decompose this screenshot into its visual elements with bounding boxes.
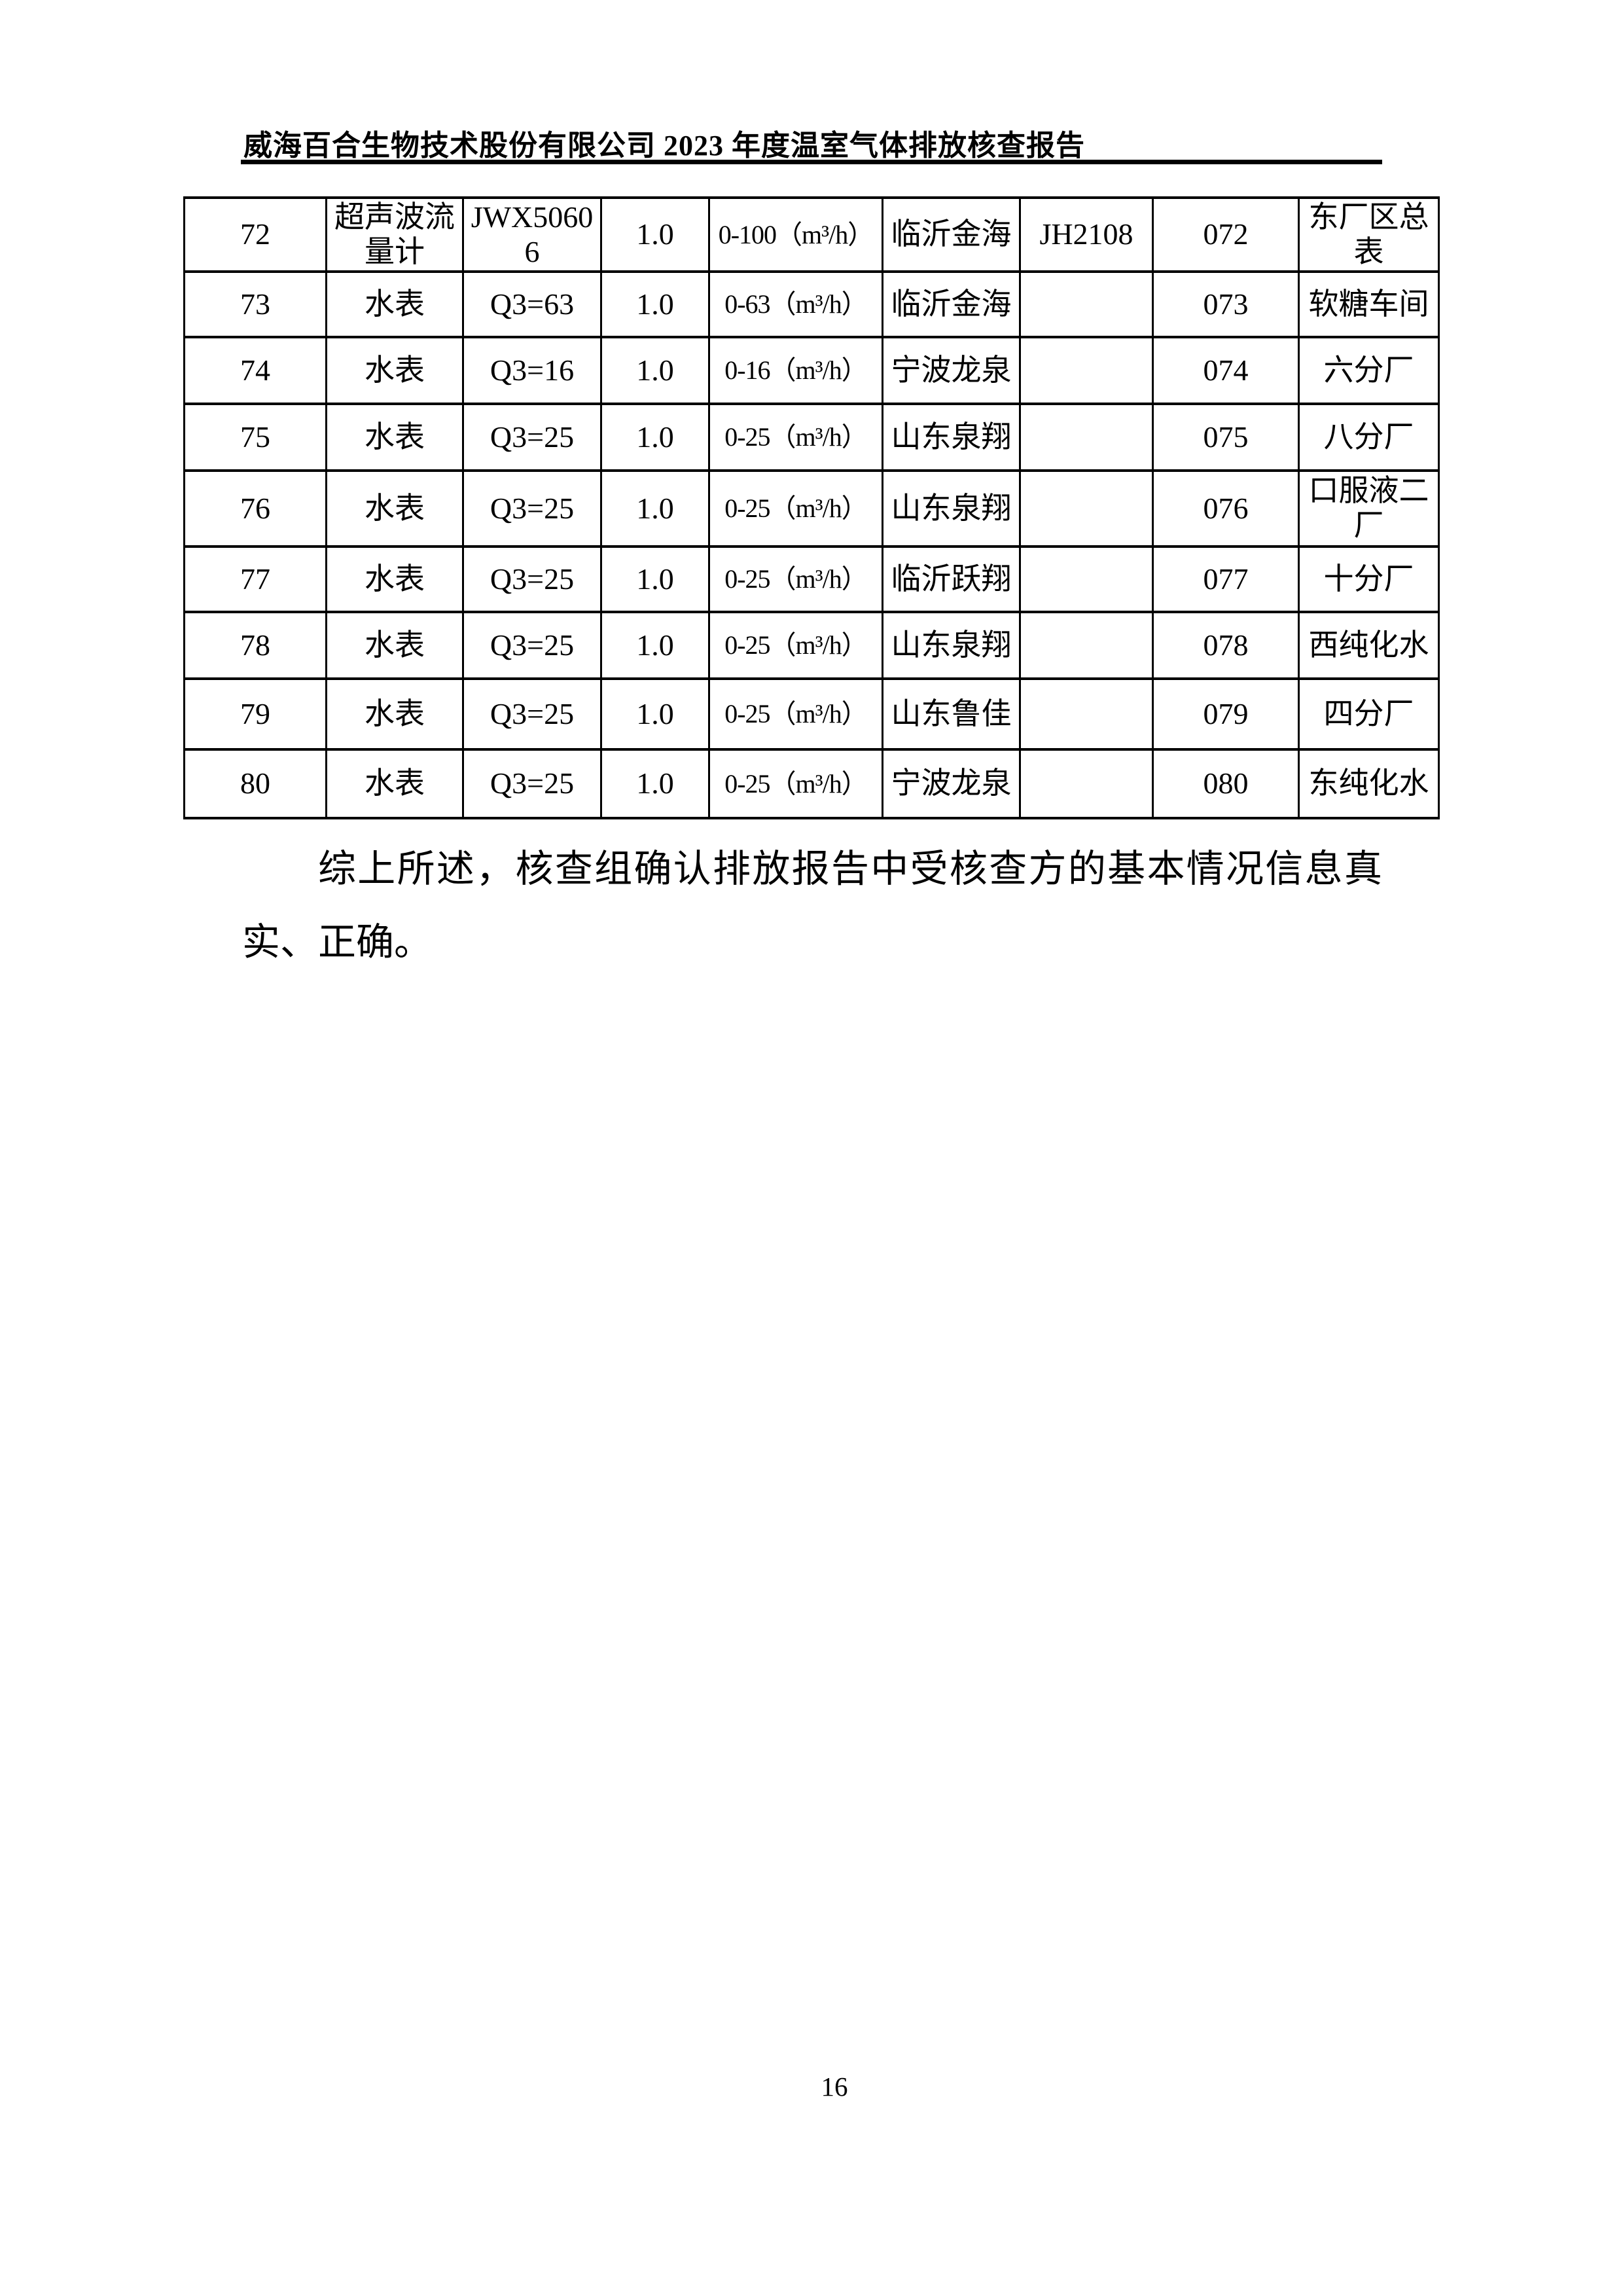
- cell-location: 六分厂: [1298, 336, 1440, 405]
- cell-manufacturer: 临沂金海: [882, 270, 1021, 338]
- cell-no: 80: [183, 748, 327, 819]
- cell-type: 水表: [325, 403, 464, 472]
- table-row: 76 水表 Q3=25 1.0 0-25（m³/h） 山东泉翔 076 口服液二…: [183, 469, 1440, 548]
- cell-accuracy: 1.0: [600, 748, 710, 819]
- cell-manufacturer: 宁波龙泉: [882, 748, 1021, 819]
- cell-model: JWX50606: [462, 196, 602, 273]
- cell-number: 078: [1152, 611, 1300, 680]
- cell-serial: [1019, 748, 1154, 819]
- table-row: 79 水表 Q3=25 1.0 0-25（m³/h） 山东鲁佳 079 四分厂: [183, 677, 1440, 751]
- cell-location: 东厂区总表: [1298, 196, 1440, 273]
- cell-serial: [1019, 677, 1154, 751]
- page-number: 16: [821, 2072, 848, 2102]
- cell-number: 074: [1152, 336, 1300, 405]
- cell-model: Q3=25: [462, 403, 602, 472]
- cell-accuracy: 1.0: [600, 196, 710, 273]
- cell-number: 079: [1152, 677, 1300, 751]
- cell-number: 073: [1152, 270, 1300, 338]
- cell-no: 74: [183, 336, 327, 405]
- cell-number: 075: [1152, 403, 1300, 472]
- cell-no: 79: [183, 677, 327, 751]
- cell-manufacturer: 山东泉翔: [882, 611, 1021, 680]
- cell-manufacturer: 山东泉翔: [882, 469, 1021, 548]
- cell-model: Q3=25: [462, 677, 602, 751]
- cell-accuracy: 1.0: [600, 545, 710, 613]
- cell-no: 77: [183, 545, 327, 613]
- cell-serial: [1019, 611, 1154, 680]
- cell-number: 072: [1152, 196, 1300, 273]
- cell-location: 四分厂: [1298, 677, 1440, 751]
- cell-model: Q3=25: [462, 545, 602, 613]
- cell-type: 水表: [325, 748, 464, 819]
- cell-number: 080: [1152, 748, 1300, 819]
- cell-serial: [1019, 270, 1154, 338]
- table-row: 75 水表 Q3=25 1.0 0-25（m³/h） 山东泉翔 075 八分厂: [183, 403, 1440, 472]
- cell-model: Q3=25: [462, 748, 602, 819]
- cell-model: Q3=63: [462, 270, 602, 338]
- paragraph-line-1: 综上所述，核查组确认排放报告中受核查方的基本情况信息真: [318, 848, 1382, 890]
- cell-location: 软糖车间: [1298, 270, 1440, 338]
- conclusion-paragraph: 综上所述，核查组确认排放报告中受核查方的基本情况信息真 实、正确。: [242, 833, 1382, 979]
- cell-type: 水表: [325, 469, 464, 548]
- table-row: 73 水表 Q3=63 1.0 0-63（m³/h） 临沂金海 073 软糖车间: [183, 270, 1440, 338]
- cell-serial: [1019, 403, 1154, 472]
- cell-model: Q3=25: [462, 469, 602, 548]
- cell-manufacturer: 宁波龙泉: [882, 336, 1021, 405]
- cell-type: 水表: [325, 270, 464, 338]
- cell-type: 超声波流量计: [325, 196, 464, 273]
- cell-location: 八分厂: [1298, 403, 1440, 472]
- cell-model: Q3=16: [462, 336, 602, 405]
- cell-serial: [1019, 545, 1154, 613]
- cell-range: 0-25（m³/h）: [708, 748, 883, 819]
- cell-accuracy: 1.0: [600, 611, 710, 680]
- cell-serial: [1019, 336, 1154, 405]
- cell-serial: JH2108: [1019, 196, 1154, 273]
- cell-accuracy: 1.0: [600, 677, 710, 751]
- cell-no: 75: [183, 403, 327, 472]
- cell-number: 076: [1152, 469, 1300, 548]
- cell-location: 西纯化水: [1298, 611, 1440, 680]
- cell-type: 水表: [325, 336, 464, 405]
- cell-range: 0-25（m³/h）: [708, 677, 883, 751]
- cell-type: 水表: [325, 677, 464, 751]
- cell-manufacturer: 临沂跃翔: [882, 545, 1021, 613]
- cell-no: 73: [183, 270, 327, 338]
- cell-range: 0-63（m³/h）: [708, 270, 883, 338]
- table-row: 78 水表 Q3=25 1.0 0-25（m³/h） 山东泉翔 078 西纯化水: [183, 611, 1440, 680]
- cell-location: 十分厂: [1298, 545, 1440, 613]
- table-row: 80 水表 Q3=25 1.0 0-25（m³/h） 宁波龙泉 080 东纯化水: [183, 748, 1440, 819]
- cell-manufacturer: 山东泉翔: [882, 403, 1021, 472]
- table-row: 72 超声波流量计 JWX50606 1.0 0-100（m³/h） 临沂金海 …: [183, 196, 1440, 273]
- cell-range: 0-100（m³/h）: [708, 196, 883, 273]
- paragraph-line-2: 实、正确。: [242, 921, 433, 963]
- cell-accuracy: 1.0: [600, 403, 710, 472]
- cell-type: 水表: [325, 611, 464, 680]
- cell-location: 东纯化水: [1298, 748, 1440, 819]
- cell-type: 水表: [325, 545, 464, 613]
- table-row: 74 水表 Q3=16 1.0 0-16（m³/h） 宁波龙泉 074 六分厂: [183, 336, 1440, 405]
- header-rule: [241, 160, 1382, 164]
- cell-no: 72: [183, 196, 327, 273]
- cell-manufacturer: 临沂金海: [882, 196, 1021, 273]
- cell-range: 0-25（m³/h）: [708, 545, 883, 613]
- page-header-title: 威海百合生物技术股份有限公司 2023 年度温室气体排放核查报告: [243, 130, 1085, 162]
- cell-no: 78: [183, 611, 327, 680]
- cell-range: 0-25（m³/h）: [708, 403, 883, 472]
- cell-serial: [1019, 469, 1154, 548]
- measurement-devices-table: 72 超声波流量计 JWX50606 1.0 0-100（m³/h） 临沂金海 …: [183, 196, 1440, 819]
- cell-accuracy: 1.0: [600, 469, 710, 548]
- cell-accuracy: 1.0: [600, 336, 710, 405]
- cell-range: 0-16（m³/h）: [708, 336, 883, 405]
- cell-location: 口服液二厂: [1298, 469, 1440, 548]
- cell-range: 0-25（m³/h）: [708, 611, 883, 680]
- cell-no: 76: [183, 469, 327, 548]
- cell-accuracy: 1.0: [600, 270, 710, 338]
- cell-range: 0-25（m³/h）: [708, 469, 883, 548]
- cell-number: 077: [1152, 545, 1300, 613]
- table-row: 77 水表 Q3=25 1.0 0-25（m³/h） 临沂跃翔 077 十分厂: [183, 545, 1440, 613]
- cell-manufacturer: 山东鲁佳: [882, 677, 1021, 751]
- cell-model: Q3=25: [462, 611, 602, 680]
